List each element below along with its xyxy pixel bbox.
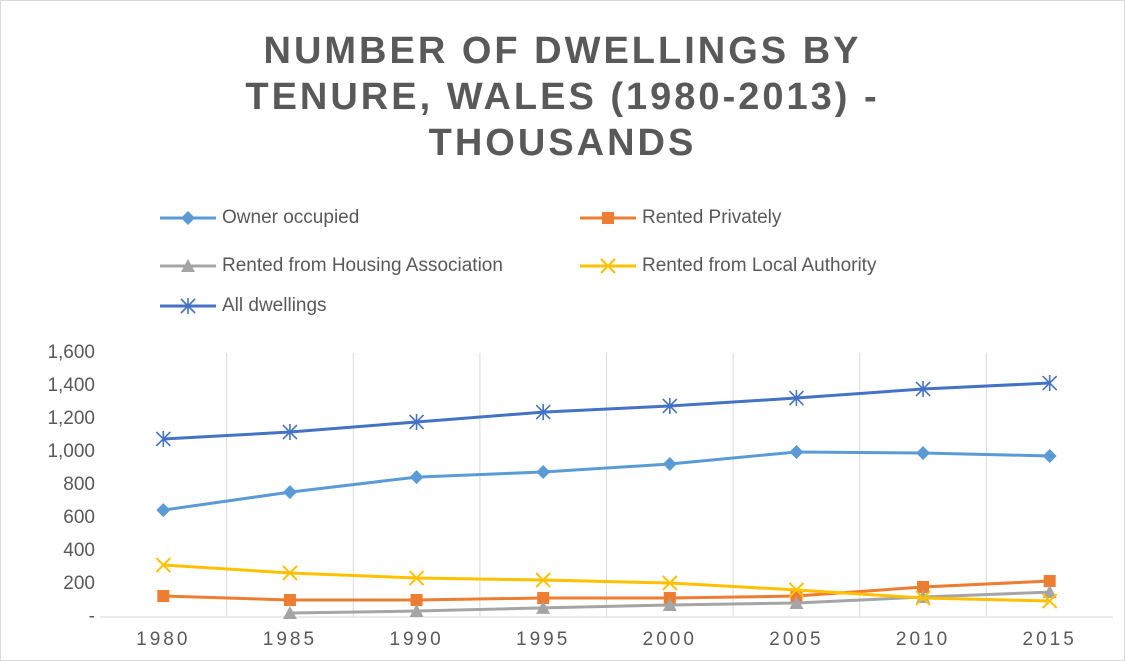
legend-label: Rented from Housing Association bbox=[222, 255, 503, 276]
y-tick-label: 800 bbox=[63, 474, 95, 495]
marker bbox=[157, 590, 170, 603]
series-line bbox=[163, 579, 1050, 602]
x-tick-label: 2000 bbox=[643, 629, 697, 650]
marker bbox=[283, 594, 296, 607]
marker bbox=[282, 424, 298, 441]
marker bbox=[282, 565, 298, 581]
x-tick-label: 1985 bbox=[263, 629, 317, 650]
chart-title: NUMBER OF DWELLINGS BY TENURE, WALES (19… bbox=[245, 30, 880, 164]
marker bbox=[662, 597, 677, 611]
marker bbox=[1042, 448, 1057, 463]
legend-label: Rented from Local Authority bbox=[642, 255, 877, 276]
marker bbox=[1043, 575, 1056, 588]
marker bbox=[408, 570, 425, 586]
marker bbox=[536, 464, 551, 479]
series-line bbox=[163, 450, 1050, 512]
marker bbox=[788, 582, 805, 598]
marker bbox=[535, 572, 551, 588]
marker bbox=[536, 600, 551, 614]
marker bbox=[662, 397, 678, 414]
marker bbox=[282, 606, 297, 620]
legend-label: All dwellings bbox=[222, 295, 327, 316]
x-tick-label: 1995 bbox=[516, 629, 570, 650]
marker bbox=[789, 595, 804, 609]
marker bbox=[915, 380, 931, 397]
marker bbox=[789, 445, 804, 459]
marker bbox=[915, 590, 931, 606]
marker bbox=[409, 470, 424, 485]
marker bbox=[409, 604, 424, 618]
marker bbox=[282, 485, 297, 500]
y-tick-label: 600 bbox=[63, 507, 95, 528]
marker bbox=[155, 430, 171, 447]
marker bbox=[916, 445, 931, 460]
marker bbox=[537, 592, 550, 605]
legend-label: Rented Privately bbox=[642, 207, 782, 228]
marker bbox=[662, 457, 677, 472]
marker bbox=[156, 503, 171, 518]
marker bbox=[788, 390, 805, 407]
legend-label: Owner occupied bbox=[222, 207, 359, 228]
marker bbox=[1041, 593, 1058, 609]
marker bbox=[155, 557, 172, 573]
y-tick-label: 1,400 bbox=[47, 375, 95, 396]
marker bbox=[180, 298, 196, 314]
x-tick-label: 2005 bbox=[769, 629, 823, 650]
y-tick-label: 1,000 bbox=[47, 441, 95, 462]
marker bbox=[600, 258, 616, 274]
series-line bbox=[163, 381, 1050, 441]
y-tick-label: 200 bbox=[63, 573, 95, 594]
marker bbox=[662, 575, 678, 591]
marker bbox=[602, 212, 614, 224]
marker bbox=[1042, 585, 1057, 599]
x-tick-label: 2015 bbox=[1023, 629, 1077, 650]
y-tick-label: 400 bbox=[63, 540, 95, 561]
x-tick-label: 2010 bbox=[896, 629, 950, 650]
marker bbox=[410, 594, 423, 607]
y-tick-label: 1,200 bbox=[47, 408, 95, 429]
marker bbox=[408, 413, 425, 430]
marker bbox=[917, 580, 930, 593]
marker bbox=[181, 259, 195, 272]
x-tick-label: 1990 bbox=[389, 629, 443, 650]
marker bbox=[535, 404, 551, 421]
x-tick-label: 1980 bbox=[136, 629, 190, 650]
series-line bbox=[163, 563, 1050, 603]
y-tick-label: 1,600 bbox=[47, 342, 95, 363]
marker bbox=[181, 211, 195, 225]
marker bbox=[1042, 375, 1058, 392]
y-tick-label: - bbox=[89, 606, 95, 627]
